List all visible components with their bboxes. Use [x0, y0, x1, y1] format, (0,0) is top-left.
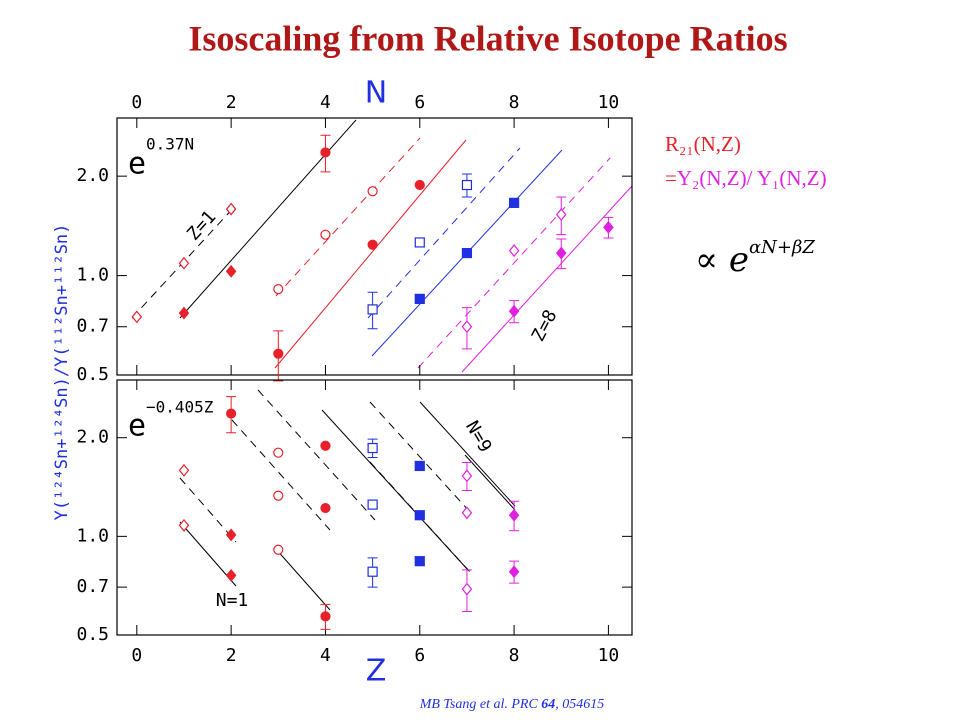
- marker: [414, 179, 425, 191]
- citation-b: 64: [541, 697, 555, 712]
- x-tick-label: 8: [509, 645, 520, 666]
- y-tick-label: 0.5: [76, 624, 109, 645]
- marker: [320, 502, 331, 514]
- x-tick-label: 2: [226, 645, 237, 666]
- marker: [367, 566, 378, 577]
- ratio-expr: Y₂(N,Z)/ Y₁(N,Z): [677, 166, 827, 190]
- marker: [273, 348, 284, 359]
- line-label: N=9: [461, 417, 495, 456]
- marker: [320, 229, 331, 240]
- y-tick-label: 2.0: [76, 427, 109, 448]
- proportional-formula: ∝ eαN+βZ: [695, 237, 815, 280]
- marker: [320, 611, 331, 622]
- marker: [461, 320, 473, 334]
- marker: [508, 304, 520, 318]
- marker: [225, 528, 237, 542]
- line-label: Z=8: [528, 306, 562, 345]
- exp-power: −0.405Z: [146, 398, 214, 417]
- marker: [461, 247, 473, 259]
- line-label: Z=1: [183, 207, 220, 245]
- y-tick-label: 1.0: [76, 525, 109, 546]
- marker: [367, 186, 378, 197]
- marker: [414, 510, 425, 521]
- y-tick-label: 0.7: [76, 316, 109, 337]
- x-tick-label: 4: [320, 645, 331, 666]
- marker: [555, 246, 567, 260]
- marker: [178, 256, 190, 270]
- marker: [226, 408, 237, 419]
- marker: [273, 447, 284, 458]
- marker: [131, 310, 143, 324]
- exp-base: e: [128, 147, 146, 182]
- citation-c: , 054615: [555, 697, 604, 712]
- x-tick-label: 0: [131, 645, 142, 666]
- marker: [414, 293, 425, 304]
- marker: [508, 508, 520, 522]
- x-tick-label: 6: [414, 645, 425, 666]
- marker: [414, 460, 425, 472]
- marker: [414, 556, 425, 567]
- marker: [320, 147, 331, 158]
- marker: [320, 440, 331, 451]
- formula-exponent: αN+βZ: [749, 237, 815, 258]
- ratio-definition: =Y₂(N,Z)/ Y₁(N,Z): [665, 166, 827, 190]
- formula-base: ∝ e: [695, 240, 749, 280]
- x-tick-label: 8: [509, 92, 520, 113]
- marker: [273, 284, 284, 295]
- marker: [603, 220, 614, 234]
- marker: [508, 197, 520, 208]
- y-tick-label: 0.7: [76, 576, 109, 597]
- marker: [225, 202, 237, 216]
- marker: [461, 179, 473, 191]
- marker: [461, 469, 473, 483]
- exp-power: 0.37N: [146, 135, 194, 154]
- marker: [367, 442, 378, 454]
- title: Isoscaling from Relative Isotope Ratios: [188, 18, 787, 58]
- x-tick-label: 10: [598, 92, 620, 113]
- marker: [178, 518, 190, 532]
- marker: [414, 237, 425, 248]
- ratio-label: R₂₁(N,Z): [665, 132, 741, 156]
- line-label: N=1: [216, 590, 249, 611]
- y-tick-label: 2.0: [76, 165, 109, 186]
- x-tick-label: 10: [598, 645, 620, 666]
- x-axis-label: N: [365, 76, 387, 111]
- x-tick-label: 2: [226, 92, 237, 113]
- marker: [367, 239, 378, 250]
- marker: [367, 304, 378, 315]
- marker: [225, 264, 237, 278]
- y-axis-label: Y(¹²⁴Sn+¹²⁴Sn)/Y(¹¹²Sn+¹¹²Sn): [52, 224, 72, 521]
- citation-a: MB Tsang et al. PRC: [419, 697, 542, 712]
- y-tick-label: 1.0: [76, 265, 109, 286]
- marker: [508, 244, 520, 258]
- marker: [461, 506, 473, 520]
- marker: [367, 499, 378, 510]
- x-tick-label: 0: [131, 92, 142, 113]
- x-tick-label: 6: [414, 92, 425, 113]
- x-axis-label: Z: [366, 654, 387, 689]
- exp-base: e: [128, 409, 146, 444]
- marker: [178, 463, 190, 477]
- x-tick-label: 4: [320, 92, 331, 113]
- fit-lines-top: [131, 119, 633, 373]
- marker: [273, 490, 284, 501]
- panel-frame: [116, 117, 633, 376]
- marker: [273, 544, 284, 555]
- ratio-eq: =: [665, 166, 677, 190]
- marker: [178, 306, 190, 320]
- marker: [508, 565, 520, 579]
- panel-frame: [116, 379, 633, 636]
- marker: [461, 582, 473, 596]
- y-tick-label: 0.5: [76, 364, 109, 385]
- marker: [225, 568, 237, 582]
- marker: [555, 208, 567, 222]
- citation: MB Tsang et al. PRC 64, 054615: [419, 697, 605, 712]
